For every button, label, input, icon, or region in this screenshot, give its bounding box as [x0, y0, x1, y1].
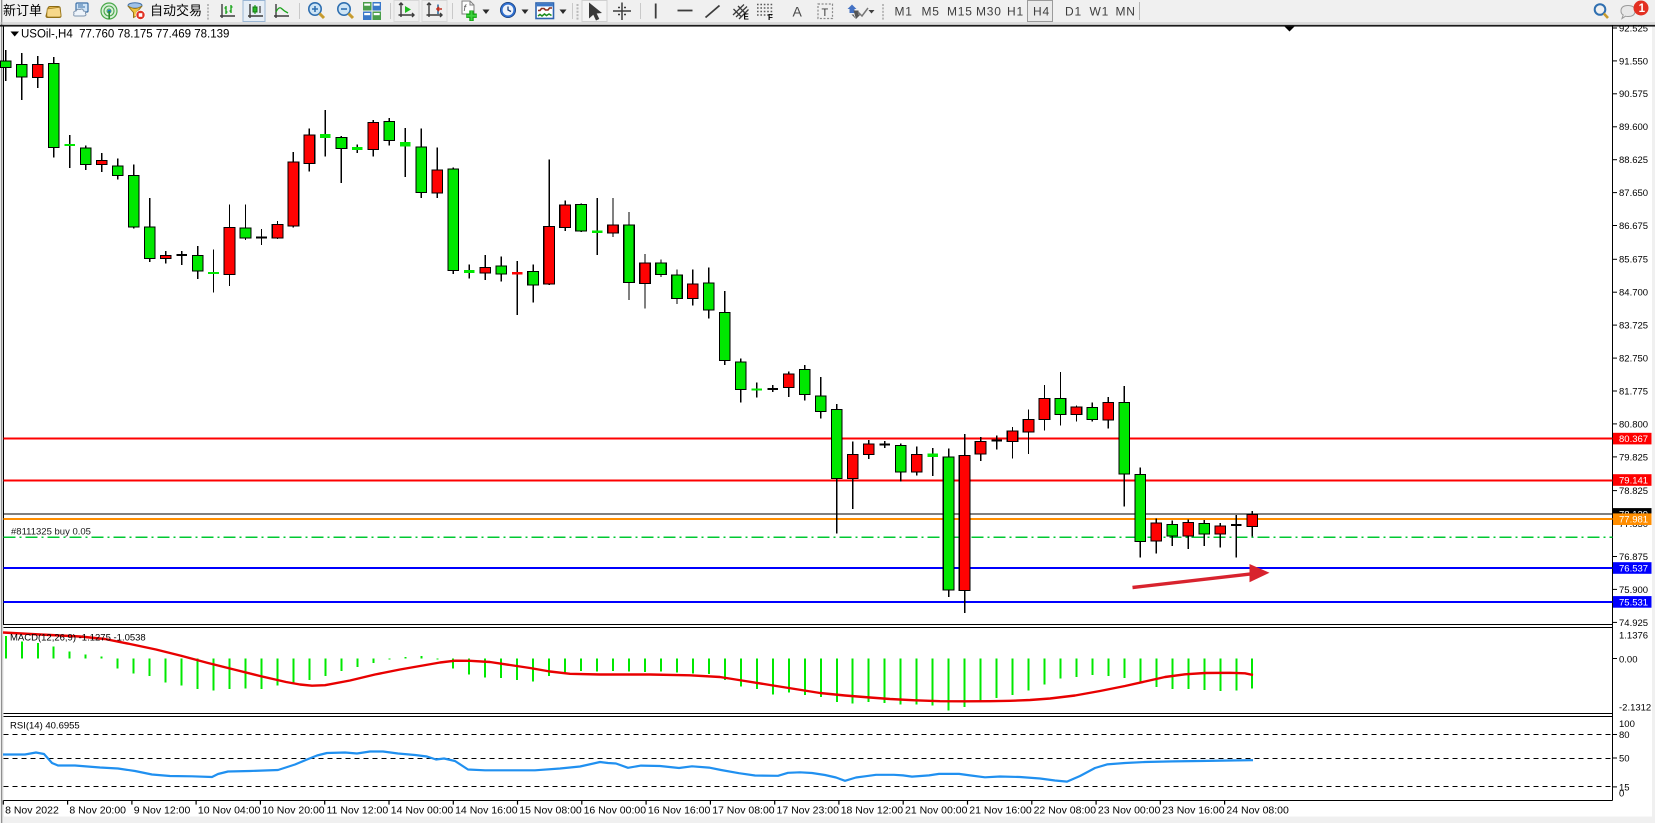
svg-text:M5: M5: [922, 5, 940, 19]
svg-text:1.1376: 1.1376: [1619, 630, 1648, 641]
svg-text:89.600: 89.600: [1619, 122, 1648, 133]
svg-text:9 Nov 12:00: 9 Nov 12:00: [134, 805, 191, 817]
svg-text:90.575: 90.575: [1619, 89, 1648, 100]
svg-text:92.525: 92.525: [1619, 23, 1648, 34]
svg-text:自动交易: 自动交易: [150, 3, 202, 18]
svg-text:75.900: 75.900: [1619, 585, 1648, 596]
svg-text:A: A: [793, 4, 803, 20]
svg-text:H1: H1: [1007, 5, 1024, 19]
svg-text:88.625: 88.625: [1619, 155, 1648, 166]
svg-text:M30: M30: [976, 5, 1002, 19]
svg-text:11 Nov 12:00: 11 Nov 12:00: [327, 805, 389, 817]
svg-text:85.675: 85.675: [1619, 255, 1648, 266]
svg-text:16 Nov 00:00: 16 Nov 00:00: [584, 805, 647, 817]
svg-text:MN: MN: [1116, 5, 1136, 19]
svg-text:8 Nov 20:00: 8 Nov 20:00: [69, 805, 126, 817]
svg-text:75.531: 75.531: [1619, 597, 1648, 608]
svg-text:23 Nov 00:00: 23 Nov 00:00: [1098, 805, 1161, 817]
svg-text:f: f: [464, 3, 468, 13]
svg-text:W1: W1: [1090, 5, 1110, 19]
svg-text:F: F: [768, 13, 773, 22]
svg-text:18 Nov 12:00: 18 Nov 12:00: [841, 805, 904, 817]
svg-text:1: 1: [1639, 3, 1646, 15]
svg-text:-2.1312: -2.1312: [1619, 703, 1651, 714]
svg-text:23 Nov 16:00: 23 Nov 16:00: [1162, 805, 1225, 817]
svg-text:80.800: 80.800: [1619, 419, 1648, 430]
svg-text:USOil-,H4 77.760 78.175 77.46: USOil-,H4 77.760 78.175 77.469 78.139: [21, 28, 229, 40]
svg-text:79.825: 79.825: [1619, 452, 1648, 463]
svg-text:16 Nov 16:00: 16 Nov 16:00: [648, 805, 711, 817]
svg-text:81.775: 81.775: [1619, 386, 1648, 397]
svg-text:14 Nov 00:00: 14 Nov 00:00: [391, 805, 454, 817]
svg-text:87.650: 87.650: [1619, 188, 1648, 199]
svg-text:77.981: 77.981: [1619, 515, 1648, 526]
svg-text:D1: D1: [1065, 5, 1082, 19]
svg-text:80.367: 80.367: [1619, 434, 1648, 445]
svg-text:74.925: 74.925: [1619, 618, 1648, 629]
svg-text:21 Nov 16:00: 21 Nov 16:00: [969, 805, 1032, 817]
svg-text:86.675: 86.675: [1619, 221, 1648, 232]
svg-text:E: E: [744, 13, 750, 22]
svg-text:24 Nov 08:00: 24 Nov 08:00: [1226, 805, 1289, 817]
svg-text:H4: H4: [1033, 5, 1050, 19]
svg-text:8 Nov 2022: 8 Nov 2022: [5, 805, 59, 817]
svg-text:76.875: 76.875: [1619, 552, 1648, 563]
svg-text:#8111325 buy 0.05: #8111325 buy 0.05: [11, 527, 91, 538]
svg-text:82.750: 82.750: [1619, 354, 1648, 365]
svg-text:10 Nov 20:00: 10 Nov 20:00: [262, 805, 325, 817]
svg-text:84.700: 84.700: [1619, 288, 1648, 299]
svg-text:91.550: 91.550: [1619, 56, 1648, 67]
svg-text:14 Nov 16:00: 14 Nov 16:00: [455, 805, 518, 817]
svg-text:100: 100: [1619, 719, 1635, 730]
svg-text:79.141: 79.141: [1619, 475, 1648, 486]
svg-text:78.825: 78.825: [1619, 486, 1648, 497]
svg-text:10 Nov 04:00: 10 Nov 04:00: [198, 805, 261, 817]
svg-text:76.537: 76.537: [1619, 563, 1648, 574]
svg-text:17 Nov 08:00: 17 Nov 08:00: [712, 805, 775, 817]
svg-text:21 Nov 00:00: 21 Nov 00:00: [905, 805, 968, 817]
svg-text:50: 50: [1619, 753, 1630, 764]
svg-text:M15: M15: [947, 5, 973, 19]
svg-text:0: 0: [1619, 788, 1624, 799]
svg-text:RSI(14) 40.6955: RSI(14) 40.6955: [10, 721, 80, 732]
svg-text:T: T: [822, 7, 829, 19]
svg-text:0.00: 0.00: [1619, 654, 1638, 665]
svg-text:22 Nov 08:00: 22 Nov 08:00: [1034, 805, 1097, 817]
svg-text:15: 15: [1619, 782, 1630, 793]
svg-text:83.725: 83.725: [1619, 321, 1648, 332]
svg-text:M1: M1: [895, 5, 913, 19]
svg-text:80: 80: [1619, 730, 1630, 741]
svg-text:15 Nov 08:00: 15 Nov 08:00: [519, 805, 582, 817]
svg-text:MACD(12,26,9) -1.1275 -1.0538: MACD(12,26,9) -1.1275 -1.0538: [10, 633, 146, 644]
svg-text:17 Nov 23:00: 17 Nov 23:00: [777, 805, 840, 817]
svg-text:新订单: 新订单: [3, 3, 42, 18]
